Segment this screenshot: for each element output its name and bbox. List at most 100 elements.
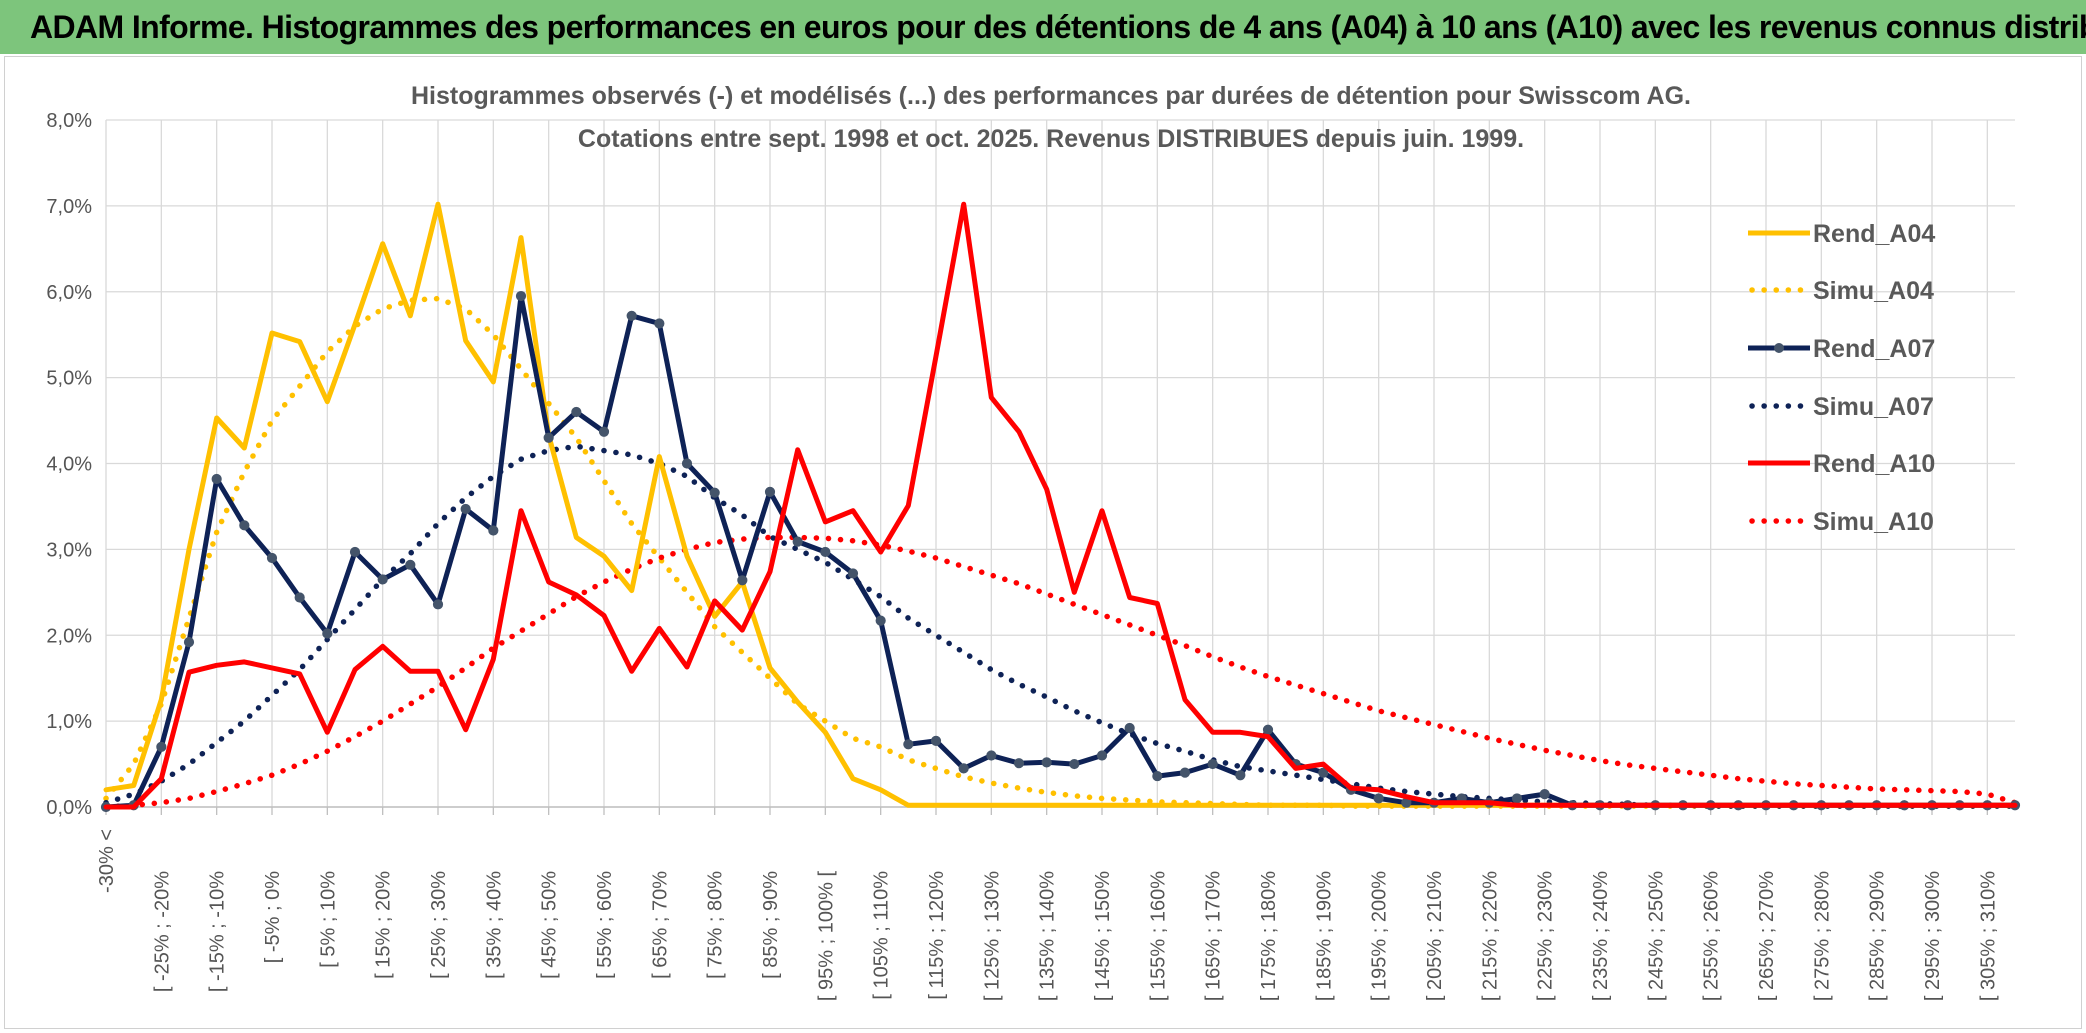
x-tick-label: [ 195% ; 200%: [1369, 871, 1391, 1001]
data-point: [709, 487, 720, 498]
legend-item-rend-a04: Rend_A04: [1748, 220, 1935, 248]
x-tick-label: [ 85% ; 90%: [760, 871, 782, 979]
x-tick-label: [ 235% ; 240%: [1590, 871, 1612, 1001]
data-point: [681, 458, 693, 469]
legend-marker: [1774, 343, 1784, 353]
y-tick-label: 7,0%: [46, 196, 92, 218]
series-line: [103, 201, 2018, 810]
legend-item-rend-a10: Rend_A10: [1748, 450, 1935, 478]
x-tick-label: [ 205% ; 210%: [1424, 871, 1446, 1001]
data-point: [183, 637, 195, 648]
x-tick-label: [ -25% ; -20%: [151, 871, 173, 992]
x-tick-label: [ 95% ; 100% [: [815, 871, 837, 1002]
data-point: [432, 599, 444, 610]
x-tick-label: [ 75% ; 80%: [705, 871, 727, 979]
x-tick-label: [ 245% ; 250%: [1645, 871, 1667, 1001]
chart-area: 0,0% 1,0% 2,0% 3,0% 4,0% 5,0% 6,0% 7,0% 8,0% -30%…: [4, 56, 2082, 1029]
x-tick-label: [ 165% ; 170%: [1203, 871, 1225, 1001]
data-point: [820, 546, 831, 558]
legend-item-simu-a07: Simu_A07: [1749, 393, 1934, 421]
x-tick-label: [ 285% ; 290%: [1867, 871, 1889, 1001]
x-tick-label: [ 225% ; 230%: [1535, 871, 1557, 1001]
x-tick-label: [ 5% ; 10%: [317, 871, 339, 968]
x-tick-label: [ 105% ; 110%: [871, 871, 893, 1000]
x-tick-label: [ -15% ; -10%: [207, 871, 229, 992]
data-point: [322, 628, 333, 639]
series-line: [103, 293, 2018, 810]
data-point: [349, 546, 361, 558]
data-point: [654, 318, 665, 329]
data-point: [211, 473, 222, 485]
x-tick-label: [ 265% ; 270%: [1756, 871, 1778, 1001]
data-point: [958, 763, 969, 774]
data-point: [294, 592, 305, 603]
y-tick-label: 2,0%: [46, 625, 92, 647]
y-tick-label: 5,0%: [46, 368, 92, 390]
legend-label: Rend_A07: [1813, 335, 1935, 363]
legend-item-simu-a10: Simu_A10: [1749, 508, 1934, 536]
x-tick-label: [ 155% ; 160%: [1147, 871, 1169, 1001]
x-tick-label: [ 135% ; 140%: [1037, 871, 1059, 1001]
data-point: [488, 525, 499, 536]
x-tick-label: [ -5% ; 0%: [262, 871, 284, 963]
x-tick-label: [ 175% ; 180%: [1258, 871, 1280, 1001]
data-point: [1373, 793, 1384, 804]
series-rend-a10: [103, 201, 2018, 810]
series-line: [103, 534, 2018, 810]
y-tick-label: 4,0%: [46, 454, 92, 476]
data-point: [1262, 724, 1274, 735]
y-tick-label: 0,0%: [46, 797, 92, 819]
x-tick-label: [ 115% ; 120%: [926, 871, 948, 1000]
data-point: [930, 735, 942, 746]
y-tick-label: 1,0%: [46, 711, 92, 733]
data-point: [405, 559, 416, 570]
x-tick-label: [ 25% ; 30%: [428, 871, 450, 979]
data-point: [598, 426, 610, 437]
series-simu-a10: [103, 534, 2018, 810]
x-tick-label: [ 125% ; 130%: [981, 871, 1003, 1001]
data-point: [903, 739, 914, 750]
x-tick-label: -30% <: [96, 829, 118, 893]
x-tick-label: [ 295% ; 300%: [1922, 871, 1944, 1001]
x-tick-label: [ 255% ; 260%: [1701, 871, 1723, 1001]
legend-label: Rend_A04: [1813, 220, 1935, 248]
data-point: [737, 575, 748, 586]
x-tick-label: [ 305% ; 310%: [1977, 871, 1999, 1001]
series-simu-a07: [103, 443, 2018, 809]
x-tick-label: [ 45% ; 50%: [539, 871, 561, 979]
series-layer: [100, 201, 2021, 813]
x-tick-label: [ 185% ; 190%: [1313, 871, 1335, 1001]
data-point: [1069, 758, 1080, 770]
data-point: [847, 568, 859, 579]
legend-item-simu-a04: Simu_A04: [1749, 277, 1934, 305]
series-line: [103, 295, 2018, 809]
legend-label: Simu_A07: [1813, 393, 1934, 421]
data-point: [1013, 758, 1025, 769]
data-point: [1124, 722, 1135, 734]
x-tick-label: [ 145% ; 150%: [1092, 871, 1114, 1001]
data-point: [1096, 750, 1108, 761]
banner-title: ADAM Informe. Histogrammes des performan…: [30, 8, 2086, 45]
data-point: [986, 750, 997, 761]
data-point: [1041, 757, 1052, 768]
axis-layer: 0,0% 1,0% 2,0% 3,0% 4,0% 5,0% 6,0% 7,0% 8,0% -30%…: [46, 110, 2015, 1001]
data-point: [1539, 789, 1550, 800]
series-simu-a04: [103, 295, 2018, 809]
legend-label: Simu_A04: [1813, 277, 1934, 305]
data-point: [571, 406, 582, 418]
data-point: [1511, 793, 1523, 804]
data-point: [543, 432, 554, 443]
x-tick-label: [ 55% ; 60%: [594, 871, 616, 979]
data-point: [1318, 767, 1329, 778]
chart-title-line-1: Histogrammes observés (-) et modélisés (…: [411, 82, 1691, 110]
series-line: [103, 443, 2018, 809]
header-banner: ADAM Informe. Histogrammes des performan…: [0, 0, 2086, 54]
x-tick-label: [ 65% ; 70%: [649, 871, 671, 979]
data-point: [1207, 758, 1218, 770]
series-rend-a07: [100, 290, 2021, 813]
x-tick-label: [ 275% ; 280%: [1811, 871, 1833, 1001]
data-point: [460, 503, 471, 515]
x-tick-label: [ 15% ; 20%: [373, 871, 395, 979]
chart-svg: 0,0% 1,0% 2,0% 3,0% 4,0% 5,0% 6,0% 7,0% 8,0% -30%…: [46, 82, 2021, 1001]
data-point: [377, 574, 388, 585]
